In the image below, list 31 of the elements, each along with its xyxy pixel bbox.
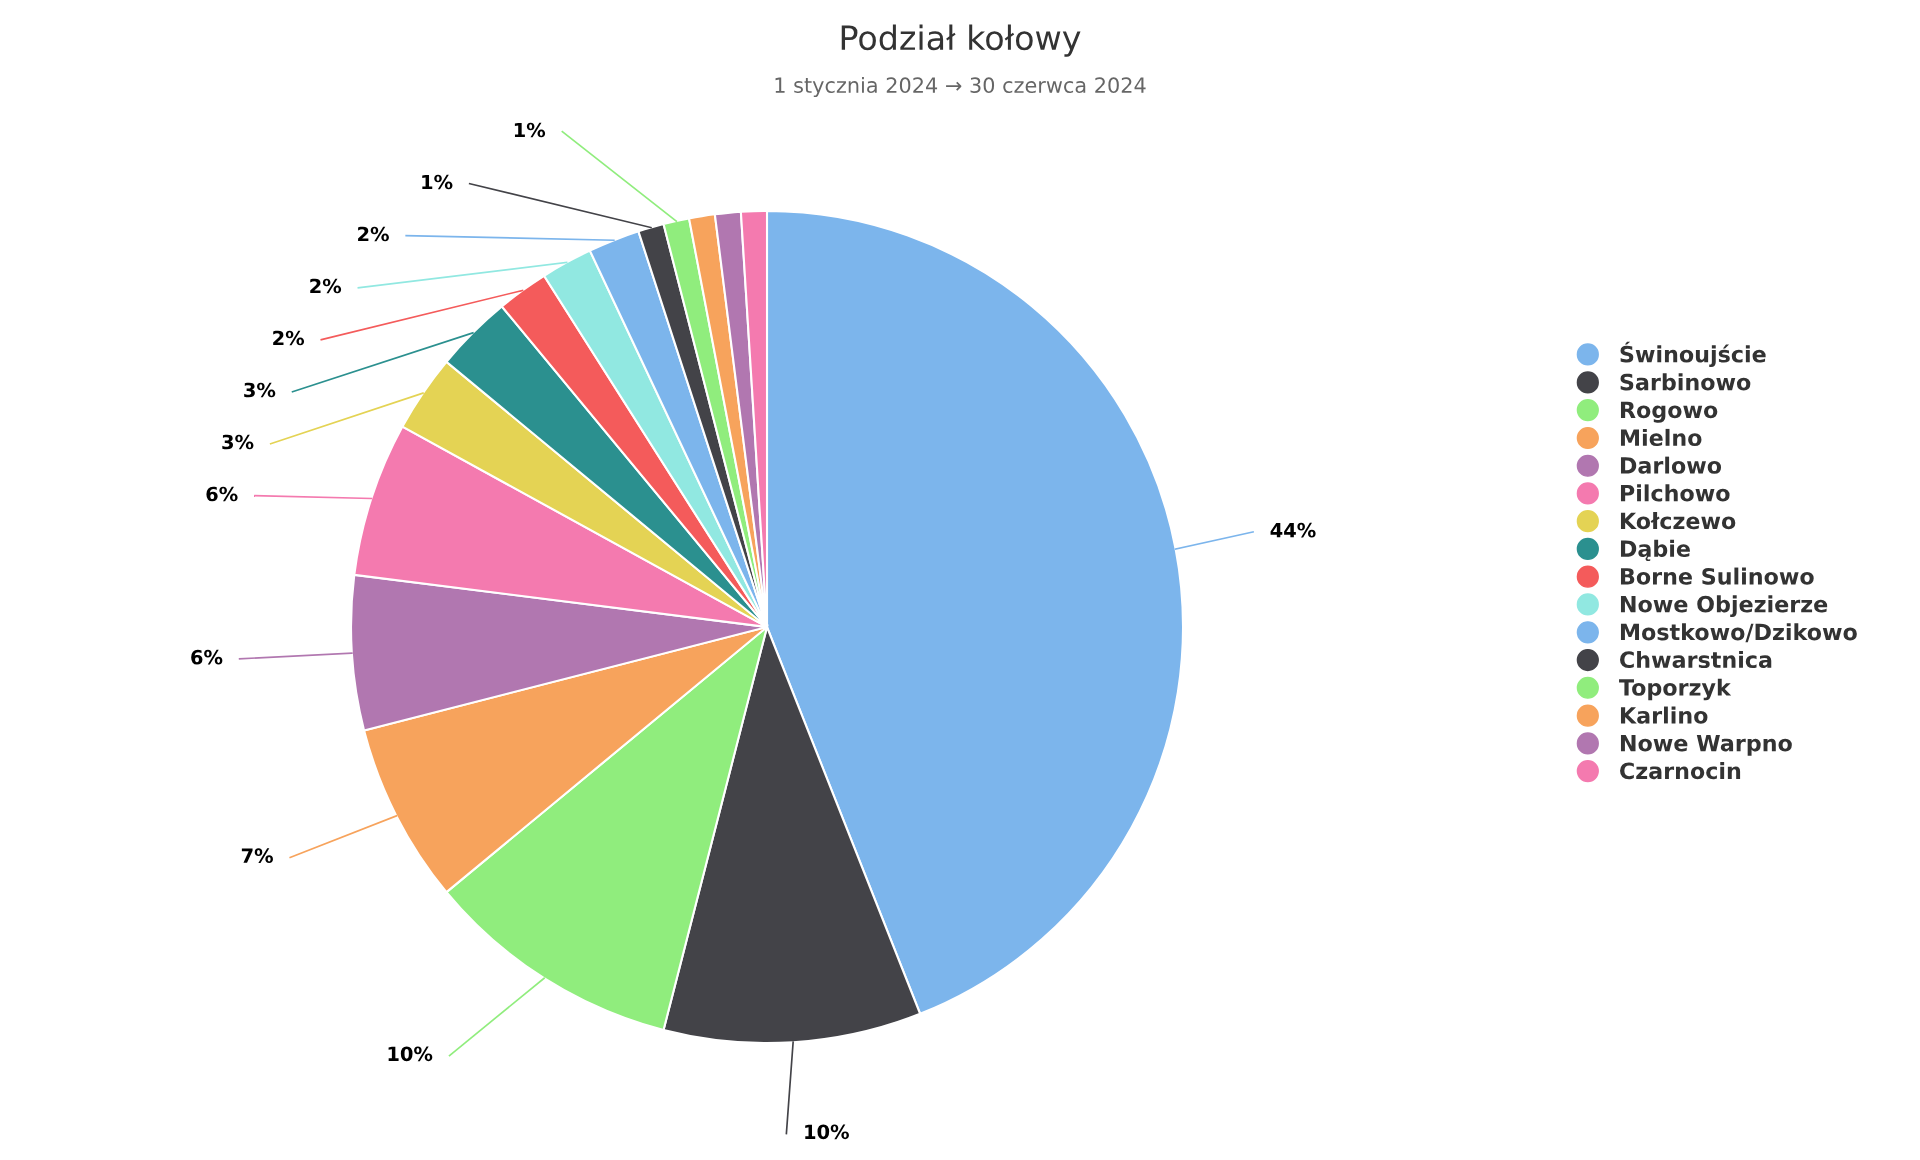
chart-subtitle: 1 stycznia 2024 → 30 czerwca 2024 (775, 76, 1146, 98)
legend-label: Dąbie (1620, 539, 1690, 562)
data-label: 7% (241, 848, 273, 864)
data-label: 3% (244, 382, 276, 398)
data-label: 2% (358, 226, 389, 242)
legend-label: Sarbinowo (1620, 373, 1751, 391)
legend-label: Karlino (1620, 706, 1708, 724)
data-label: 6% (191, 649, 223, 665)
legend-label: Nowe Objezierze (1620, 595, 1828, 617)
legend-label: Kołczewo (1620, 512, 1736, 530)
data-label: 2% (273, 330, 305, 346)
data-label: 3% (222, 434, 254, 450)
data-label: 10% (805, 1124, 849, 1140)
legend-label: Chwarstnica (1620, 650, 1772, 669)
legend-label: Toporzyk (1619, 678, 1732, 701)
data-label: 1% (514, 122, 546, 138)
data-label: 44% (1270, 522, 1316, 538)
legend-label: Czarnocin (1620, 762, 1741, 780)
legend-label: Darlowo (1620, 456, 1722, 474)
data-label: 2% (310, 278, 342, 294)
data-label: 6% (206, 486, 238, 502)
legend-label: Mielno (1620, 428, 1702, 447)
chart-title: Podział kołowy (841, 24, 1081, 57)
data-label: 1% (422, 174, 453, 190)
legend-label: Borne Sulinowo (1620, 567, 1814, 585)
legend-label: Mostkowo/Dzikowo (1620, 623, 1857, 643)
legend-label: Świnoujście (1620, 341, 1766, 368)
legend-label: Nowe Warpno (1620, 734, 1792, 756)
data-label: 10% (388, 1046, 433, 1062)
legend-label: Rogowo (1620, 401, 1718, 423)
legend-label: Pilchowo (1620, 484, 1730, 502)
